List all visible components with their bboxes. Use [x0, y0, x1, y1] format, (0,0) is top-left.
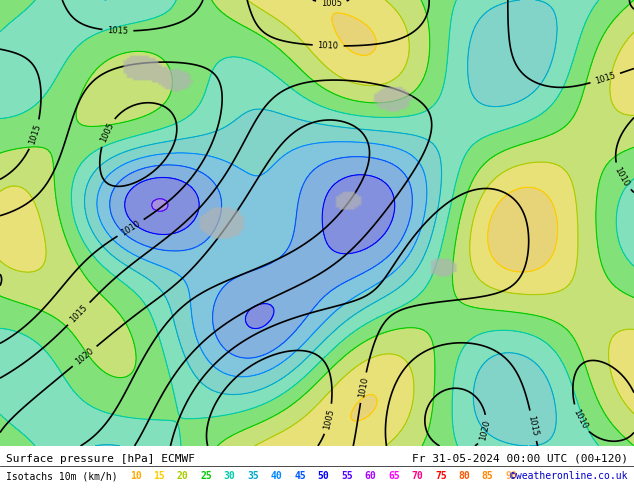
Text: 35: 35	[247, 471, 259, 481]
Text: ©weatheronline.co.uk: ©weatheronline.co.uk	[510, 471, 628, 481]
Text: 75: 75	[435, 471, 447, 481]
Text: 1005: 1005	[322, 408, 335, 430]
Text: 65: 65	[388, 471, 400, 481]
Text: 20: 20	[177, 471, 189, 481]
Text: 40: 40	[271, 471, 283, 481]
Text: 1020: 1020	[74, 346, 96, 367]
Text: 15: 15	[153, 471, 165, 481]
Text: 30: 30	[224, 471, 236, 481]
Text: 1010: 1010	[318, 41, 339, 50]
Text: Fr 31-05-2024 00:00 UTC (00+120): Fr 31-05-2024 00:00 UTC (00+120)	[411, 454, 628, 464]
Text: 1010: 1010	[357, 376, 370, 399]
Text: 25: 25	[200, 471, 212, 481]
Text: Isotachs 10m (km/h): Isotachs 10m (km/h)	[6, 471, 124, 481]
Text: 1010: 1010	[119, 219, 142, 237]
Text: 80: 80	[458, 471, 470, 481]
Text: 1005: 1005	[321, 0, 342, 8]
Text: Surface pressure [hPa] ECMWF: Surface pressure [hPa] ECMWF	[6, 454, 195, 464]
Text: 90: 90	[505, 471, 517, 481]
Text: 85: 85	[482, 471, 494, 481]
Text: 1015: 1015	[68, 303, 89, 324]
Text: 1020: 1020	[479, 419, 492, 441]
Text: 45: 45	[294, 471, 306, 481]
Text: 1015: 1015	[27, 123, 42, 146]
Text: 10: 10	[130, 471, 142, 481]
Text: 1005: 1005	[98, 121, 115, 144]
Text: 1010: 1010	[612, 166, 631, 188]
Text: 50: 50	[318, 471, 330, 481]
Text: 1010: 1010	[571, 408, 588, 430]
Text: 60: 60	[365, 471, 377, 481]
Text: 1015: 1015	[107, 26, 129, 36]
Text: 70: 70	[411, 471, 424, 481]
Text: 1015: 1015	[527, 415, 540, 437]
Text: 1015: 1015	[594, 71, 617, 86]
Text: 55: 55	[341, 471, 353, 481]
